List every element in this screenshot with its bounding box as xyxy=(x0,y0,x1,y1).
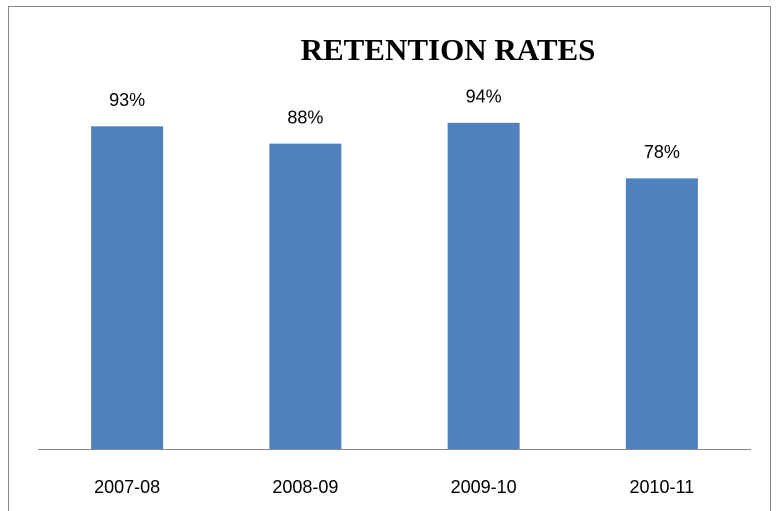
data-label: 78% xyxy=(644,142,680,162)
x-tick-label: 2009-10 xyxy=(451,477,517,497)
data-label: 88% xyxy=(287,107,323,127)
bar xyxy=(447,122,520,449)
x-tick-label: 2010-11 xyxy=(630,477,695,497)
data-label: 93% xyxy=(109,90,145,110)
x-tick-label: 2008-09 xyxy=(272,477,338,497)
bar xyxy=(269,143,342,449)
chart-frame xyxy=(8,6,771,511)
data-label: 94% xyxy=(466,87,502,107)
chart-title: RETENTION RATES xyxy=(301,32,596,67)
bar xyxy=(91,126,164,449)
x-tick-label: 2007-08 xyxy=(94,477,160,497)
bar xyxy=(625,178,698,449)
